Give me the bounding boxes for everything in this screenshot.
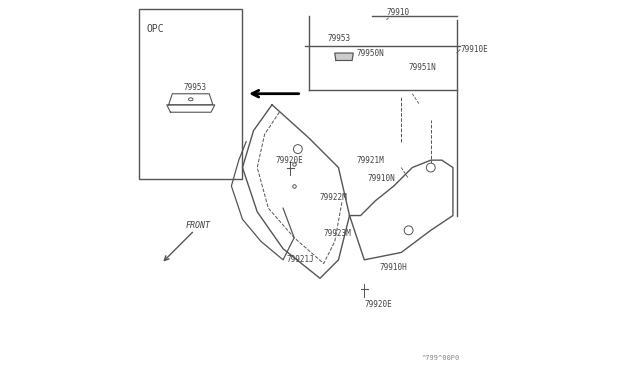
Text: 79950N: 79950N (357, 49, 385, 58)
Bar (139, 9, 243, 179)
Text: 79910N: 79910N (368, 174, 396, 183)
Text: 79921J: 79921J (287, 255, 314, 264)
Text: 79951N: 79951N (408, 63, 436, 72)
Text: 79910: 79910 (387, 8, 410, 17)
Ellipse shape (189, 98, 193, 101)
Circle shape (426, 163, 435, 172)
Text: OPC: OPC (147, 23, 164, 33)
Text: 79953: 79953 (328, 34, 351, 43)
Circle shape (293, 145, 302, 154)
Text: 79953: 79953 (184, 83, 207, 92)
Text: 79920E: 79920E (276, 155, 303, 165)
Text: 79920E: 79920E (364, 300, 392, 309)
Text: ^799^00P0: ^799^00P0 (422, 355, 460, 360)
Text: 79910E: 79910E (460, 45, 488, 54)
Text: 79910H: 79910H (379, 263, 407, 272)
Polygon shape (335, 53, 353, 61)
Text: FRONT: FRONT (185, 221, 210, 231)
Text: 79922M: 79922M (320, 193, 348, 202)
Text: 79921M: 79921M (357, 155, 385, 165)
Text: 79923M: 79923M (324, 230, 351, 238)
Circle shape (404, 226, 413, 235)
